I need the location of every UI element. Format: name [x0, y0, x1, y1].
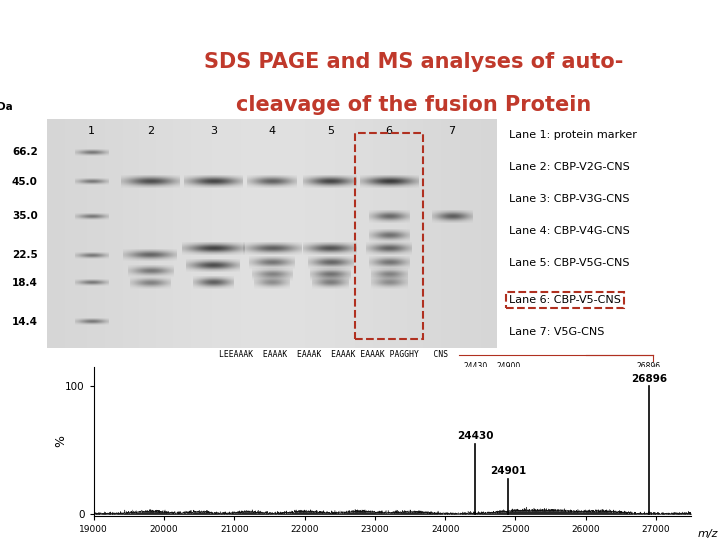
Text: cleavage of the fusion Protein: cleavage of the fusion Protein [236, 94, 592, 114]
Text: Lane 2: CBP-V2G-CNS: Lane 2: CBP-V2G-CNS [509, 162, 630, 172]
Text: 7: 7 [449, 126, 455, 136]
Text: 24901: 24901 [490, 466, 526, 476]
Text: 3: 3 [210, 126, 217, 136]
Text: 24900: 24900 [496, 362, 521, 371]
Text: 26896: 26896 [636, 362, 661, 371]
Text: 4: 4 [269, 126, 275, 136]
Text: 18.4: 18.4 [12, 278, 38, 288]
Text: m/z: m/z [697, 529, 718, 539]
Text: 35.0: 35.0 [12, 211, 38, 221]
Text: %: % [54, 435, 67, 448]
Text: 24430: 24430 [457, 431, 494, 442]
Text: 2: 2 [147, 126, 154, 136]
Text: 1: 1 [89, 126, 95, 136]
Text: kDa: kDa [0, 102, 13, 112]
Text: 24430: 24430 [463, 362, 487, 371]
Text: LEEAAAK  EAAAK  EAAAK  EAAAK EAAAK PAGGHY   CNS: LEEAAAK EAAAK EAAAK EAAAK EAAAK PAGGHY C… [219, 350, 449, 359]
Text: 5: 5 [327, 126, 334, 136]
Text: 66.2: 66.2 [12, 147, 38, 157]
Text: Lane 6: CBP-V5-CNS: Lane 6: CBP-V5-CNS [509, 295, 621, 305]
Text: 26896: 26896 [631, 374, 667, 384]
Text: Lane 7: V5G-CNS: Lane 7: V5G-CNS [509, 327, 605, 338]
Text: 22.5: 22.5 [12, 251, 38, 260]
Text: Lane 3: CBP-V3G-CNS: Lane 3: CBP-V3G-CNS [509, 194, 630, 204]
Text: 6: 6 [385, 126, 392, 136]
Text: Lane 1: protein marker: Lane 1: protein marker [509, 130, 637, 140]
Text: Lane 4: CBP-V4G-CNS: Lane 4: CBP-V4G-CNS [509, 226, 630, 237]
Text: 14.4: 14.4 [12, 317, 38, 327]
Text: SDS PAGE and MS analyses of auto-: SDS PAGE and MS analyses of auto- [204, 52, 624, 72]
Text: Lane 5: CBP-V5G-CNS: Lane 5: CBP-V5G-CNS [509, 258, 630, 268]
Text: 45.0: 45.0 [12, 177, 38, 187]
Bar [355, 132, 423, 339]
